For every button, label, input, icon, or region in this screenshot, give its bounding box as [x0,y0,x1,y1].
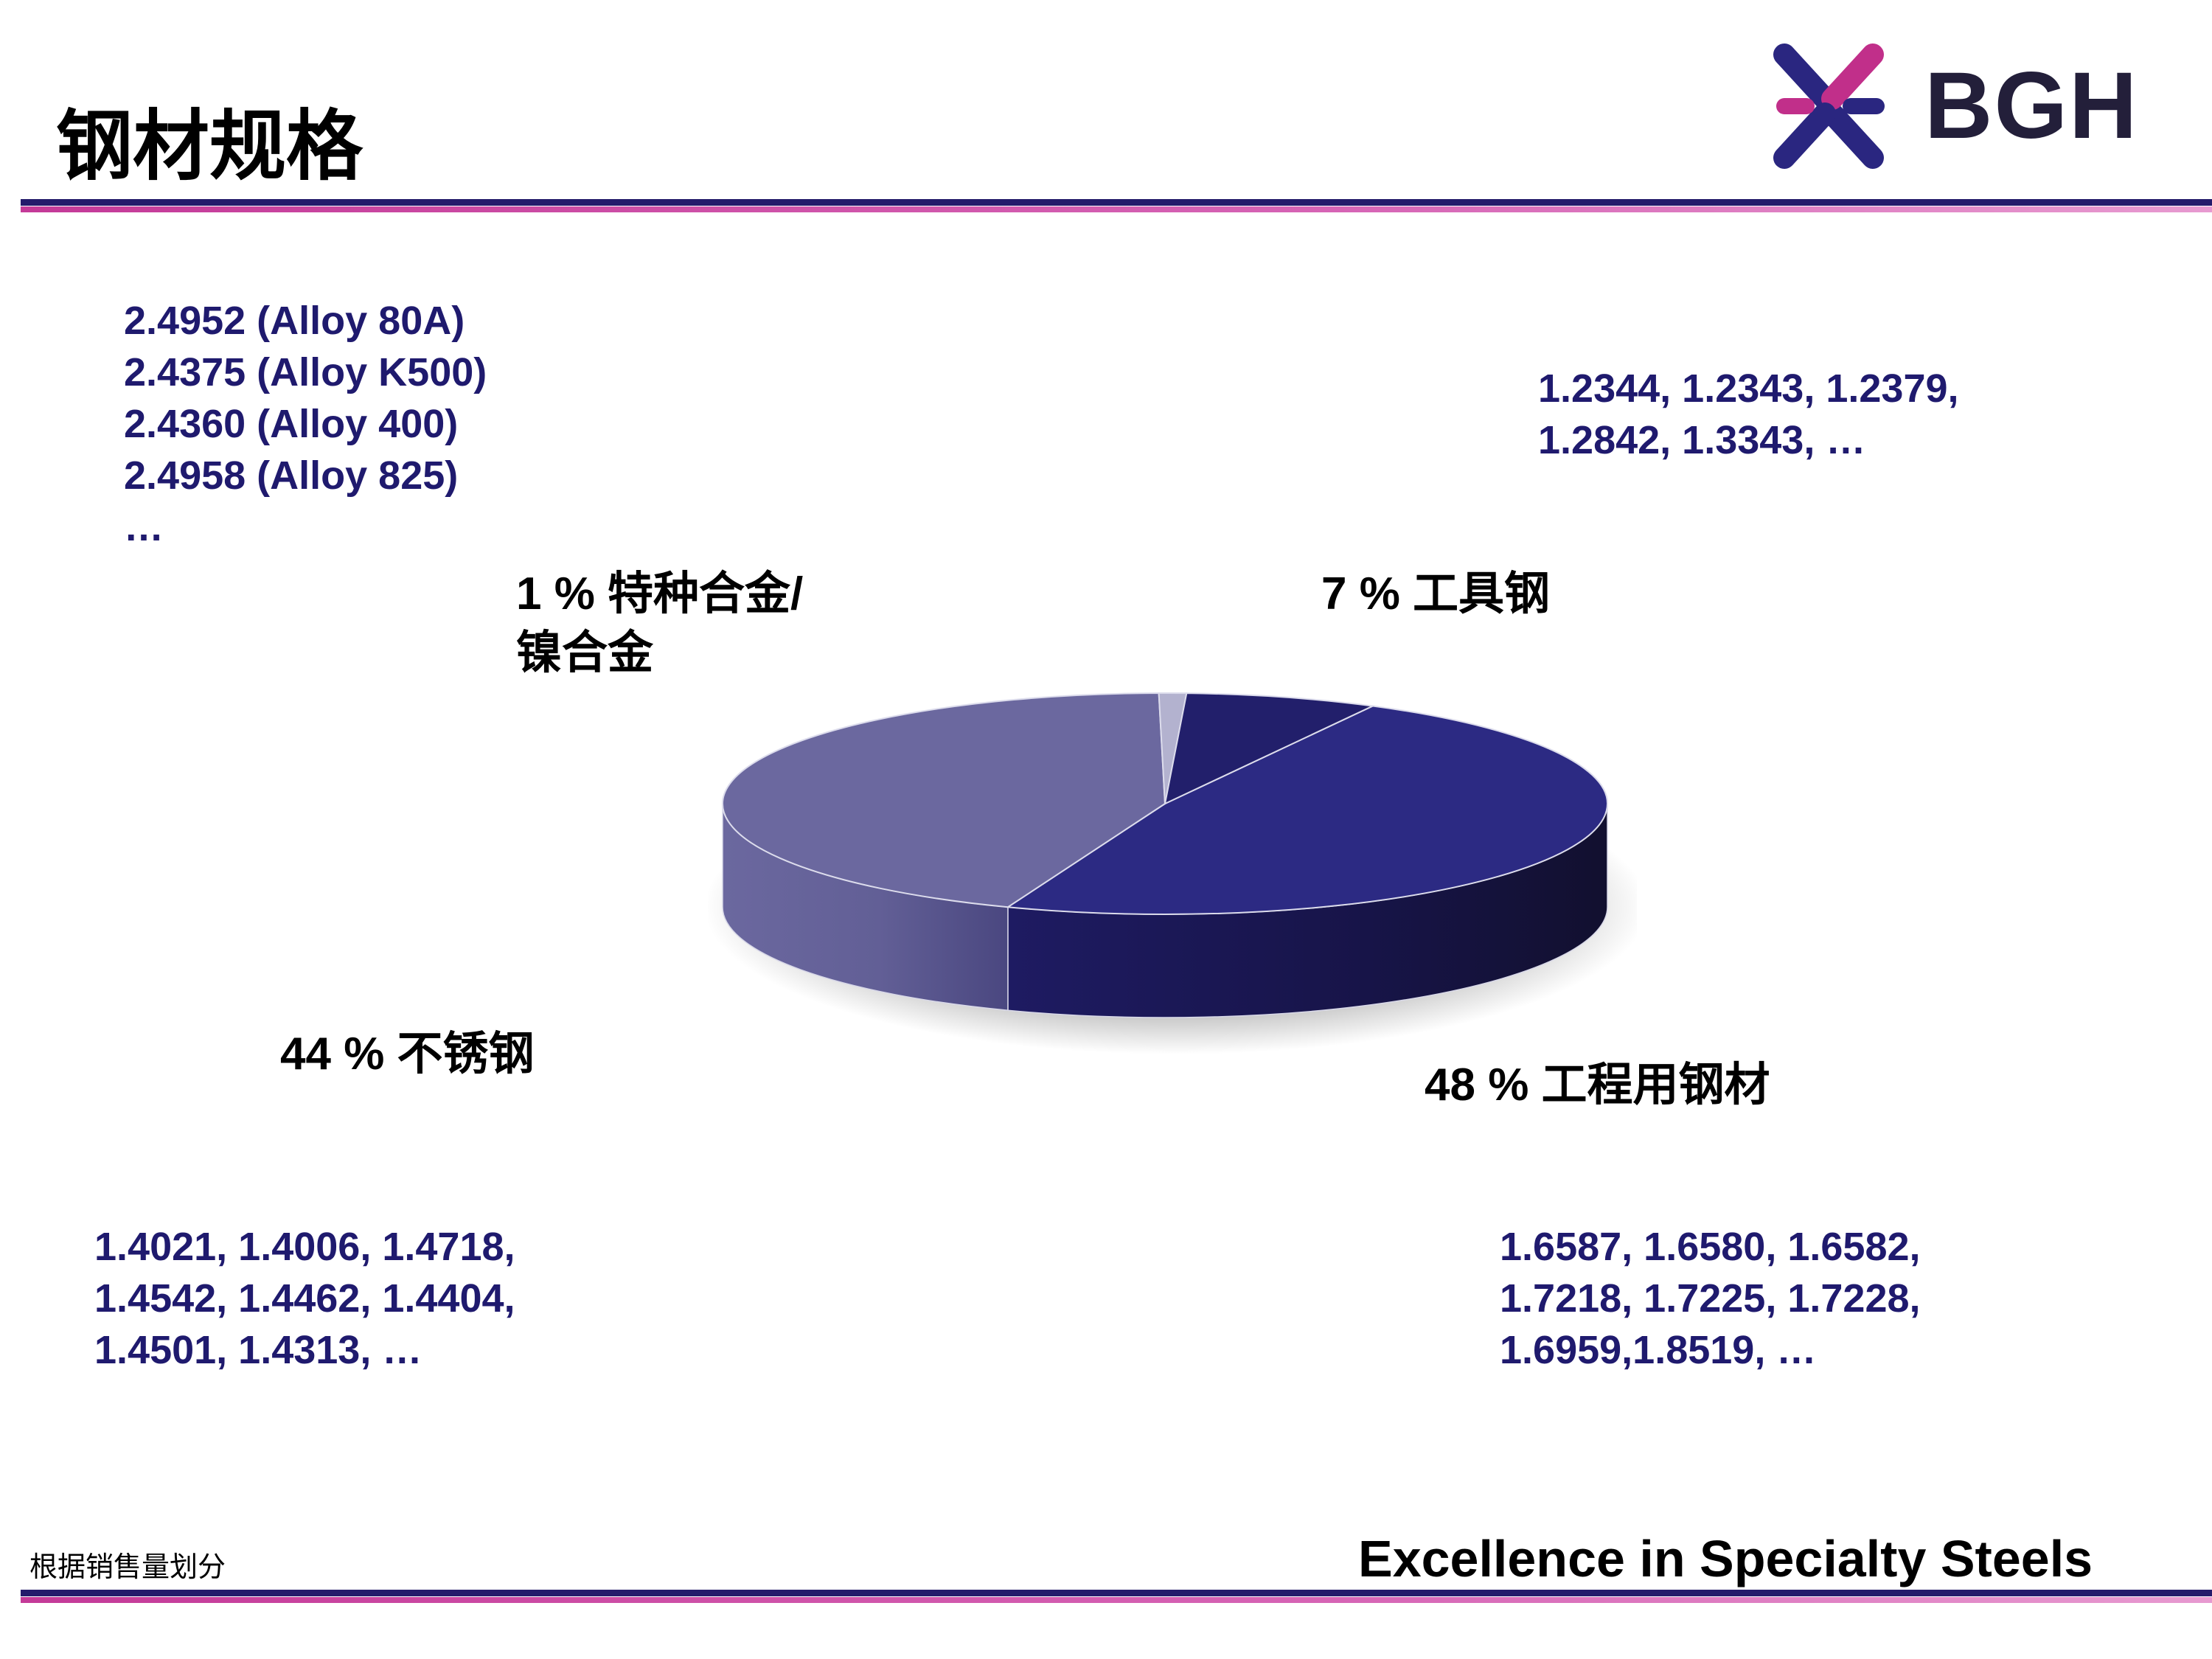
engineering-label: 48 % 工程用钢材 [1425,1060,1770,1110]
slice-2-top [722,692,1166,908]
slice-label-line: 镍合金 [516,627,654,678]
company-tagline: Excellence in Specialty Steels [1358,1530,2093,1587]
slice-label-line: 1 % 特种合金/ [516,568,804,619]
grade-line: 1.2344, 1.2343, 1.2379, [1538,366,1959,411]
grade-line: 1.4542, 1.4462, 1.4404, [94,1276,515,1321]
grade-line: 1.2842, 1.3343, … [1538,418,1866,462]
stainless-label: 44 % 不锈钢 [280,1029,535,1079]
footnote: 根据销售量划分 [29,1552,226,1583]
slice-1-top [1006,705,1608,915]
engineering-grades: 1.6587, 1.6580, 1.6582, 1.7218, 1.7225, … [1500,1221,1921,1376]
steel-grade-pie-chart [708,692,1637,1054]
grade-line: 1.7218, 1.7225, 1.7228, [1500,1276,1921,1321]
special-alloy-grades: 2.4952 (Alloy 80A) 2.4375 (Alloy K500) 2… [124,295,487,553]
grade-line: 2.4375 (Alloy K500) [124,350,487,394]
slice-4-top [1164,692,1376,805]
grade-line: 1.4501, 1.4313, … [94,1328,422,1372]
bgh-logo: BGH [1755,32,2137,180]
grade-line: 2.4952 (Alloy 80A) [124,299,465,343]
bgh-x-mark-icon [1773,44,1885,169]
grade-line: … [124,505,164,549]
stainless-grades: 1.4021, 1.4006, 1.4718, 1.4542, 1.4462, … [94,1221,515,1376]
tool-steel-grades: 1.2344, 1.2343, 1.2379, 1.2842, 1.3343, … [1538,363,1959,466]
tool-steel-label: 7 % 工具钢 [1321,568,1551,619]
grade-line: 1.6959,1.8519, … [1500,1328,1817,1372]
grade-line: 1.6587, 1.6580, 1.6582, [1500,1225,1921,1269]
logo-wordmark: BGH [1924,53,2139,159]
page-title: 钢材规格 [56,104,364,189]
footer-divider [21,1590,2212,1604]
grade-line: 2.4360 (Alloy 400) [124,402,459,446]
special-alloy-label: 1 % 特种合金/ 镍合金 [516,565,803,683]
grade-line: 2.4958 (Alloy 825) [124,453,459,498]
grade-line: 1.4021, 1.4006, 1.4718, [94,1225,515,1269]
header-divider [21,199,2212,214]
